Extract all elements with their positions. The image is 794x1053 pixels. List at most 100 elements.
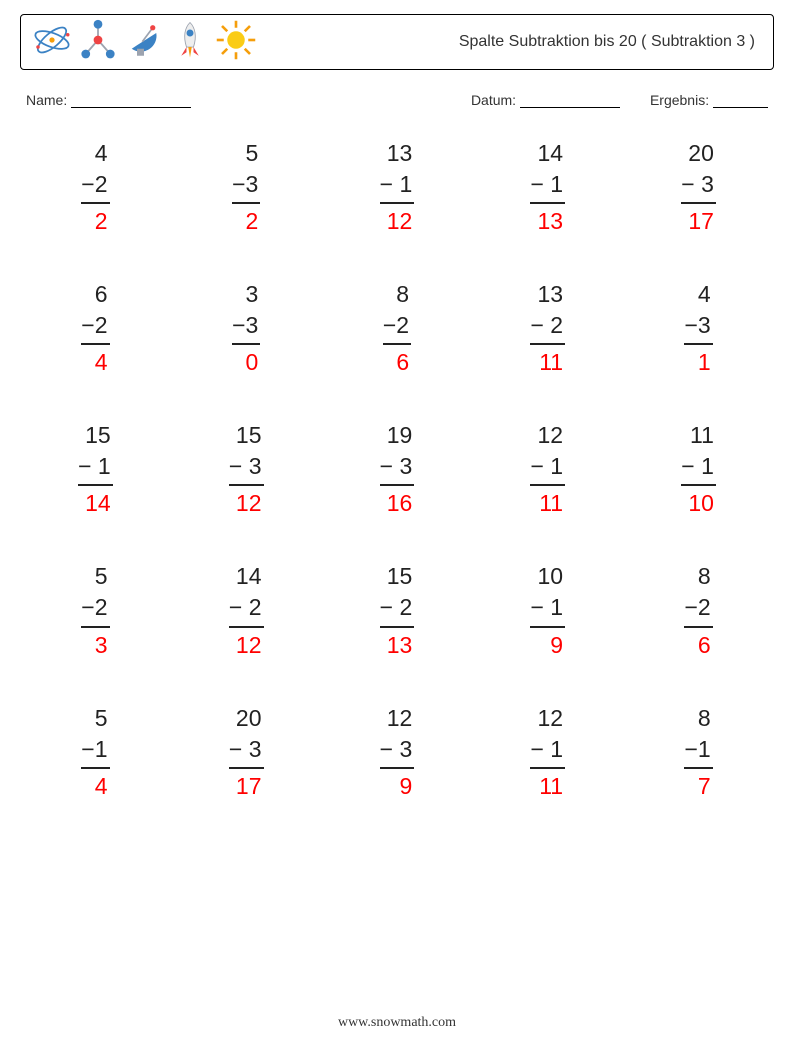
atom-orbit-icon (31, 19, 73, 66)
problem: 5−32 (181, 138, 312, 237)
answer: 14 (78, 486, 113, 519)
problem: 12− 111 (482, 703, 613, 802)
subtrahend-line: −3 (232, 169, 260, 204)
molecule-icon (77, 19, 119, 66)
answer: 12 (229, 628, 264, 661)
answer: 12 (380, 204, 415, 237)
answer: 13 (530, 204, 565, 237)
header-box: Spalte Subtraktion bis 20 ( Subtraktion … (20, 14, 774, 70)
problems-grid: 4−22 5−32 13− 112 14− 113 20− 317 6−24 3… (20, 138, 774, 802)
date-blank (520, 93, 620, 108)
subtrahend-line: − 1 (681, 451, 716, 486)
problem: 8−17 (633, 703, 764, 802)
problem: 5−23 (30, 561, 161, 660)
answer: 16 (380, 486, 415, 519)
minuend: 4 (81, 138, 109, 169)
problem: 15− 114 (30, 420, 161, 519)
minuend: 5 (81, 703, 109, 734)
answer: 6 (684, 628, 712, 661)
subtrahend-line: − 2 (380, 592, 415, 627)
answer: 10 (681, 486, 716, 519)
problem: 14− 212 (181, 561, 312, 660)
date-label: Datum: (471, 92, 516, 108)
meta-name: Name: (26, 92, 471, 108)
subtrahend-line: −2 (684, 592, 712, 627)
minuend: 8 (684, 561, 712, 592)
problem: 13− 211 (482, 279, 613, 378)
problem: 13− 112 (332, 138, 463, 237)
minuend: 8 (383, 279, 411, 310)
minuend: 5 (232, 138, 260, 169)
minuend: 12 (530, 703, 565, 734)
subtrahend-line: − 3 (229, 451, 264, 486)
answer: 4 (81, 769, 109, 802)
meta-date: Datum: (471, 92, 620, 108)
problem: 8−26 (633, 561, 764, 660)
answer: 17 (229, 769, 264, 802)
subtrahend-line: − 1 (530, 169, 565, 204)
minuend: 3 (232, 279, 260, 310)
problem: 14− 113 (482, 138, 613, 237)
subtrahend-line: − 3 (380, 451, 415, 486)
satellite-dish-icon (123, 19, 165, 66)
problem: 11− 110 (633, 420, 764, 519)
subtrahend-line: − 1 (530, 592, 565, 627)
minuend: 12 (530, 420, 565, 451)
rocket-icon (169, 19, 211, 66)
minuend: 8 (684, 703, 712, 734)
subtrahend-line: − 3 (229, 734, 264, 769)
minuend: 14 (229, 561, 264, 592)
answer: 9 (530, 628, 565, 661)
minuend: 15 (380, 561, 415, 592)
answer: 2 (232, 204, 260, 237)
minuend: 19 (380, 420, 415, 451)
problem: 12− 111 (482, 420, 613, 519)
footer-url: www.snowmath.com (0, 1015, 794, 1031)
subtrahend-line: − 1 (380, 169, 415, 204)
subtrahend-line: − 1 (530, 734, 565, 769)
subtrahend-line: −1 (81, 734, 109, 769)
problem: 5−14 (30, 703, 161, 802)
minuend: 10 (530, 561, 565, 592)
answer: 7 (684, 769, 712, 802)
answer: 11 (530, 769, 565, 802)
problem: 12− 39 (332, 703, 463, 802)
answer: 1 (684, 345, 712, 378)
minuend: 15 (229, 420, 264, 451)
minuend: 14 (530, 138, 565, 169)
answer: 9 (380, 769, 415, 802)
result-blank (713, 93, 768, 108)
minuend: 15 (78, 420, 113, 451)
minuend: 6 (81, 279, 109, 310)
subtrahend-line: −1 (684, 734, 712, 769)
answer: 17 (681, 204, 716, 237)
problem: 20− 317 (633, 138, 764, 237)
minuend: 20 (681, 138, 716, 169)
subtrahend-line: − 3 (681, 169, 716, 204)
minuend: 5 (81, 561, 109, 592)
sun-icon (215, 19, 257, 66)
minuend: 12 (380, 703, 415, 734)
subtrahend-line: −2 (383, 310, 411, 345)
problem: 8−26 (332, 279, 463, 378)
subtrahend-line: − 2 (530, 310, 565, 345)
problem: 4−31 (633, 279, 764, 378)
minuend: 13 (380, 138, 415, 169)
answer: 2 (81, 204, 109, 237)
minuend: 4 (684, 279, 712, 310)
subtrahend-line: − 1 (78, 451, 113, 486)
problem: 10− 19 (482, 561, 613, 660)
answer: 3 (81, 628, 109, 661)
problem: 15− 312 (181, 420, 312, 519)
subtrahend-line: −3 (684, 310, 712, 345)
subtrahend-line: −2 (81, 310, 109, 345)
answer: 12 (229, 486, 264, 519)
problem: 15− 213 (332, 561, 463, 660)
header-icons (31, 19, 257, 66)
subtrahend-line: −2 (81, 169, 109, 204)
problem: 4−22 (30, 138, 161, 237)
problem: 3−30 (181, 279, 312, 378)
result-label: Ergebnis: (650, 92, 709, 108)
subtrahend-line: − 3 (380, 734, 415, 769)
subtrahend-line: −3 (232, 310, 260, 345)
